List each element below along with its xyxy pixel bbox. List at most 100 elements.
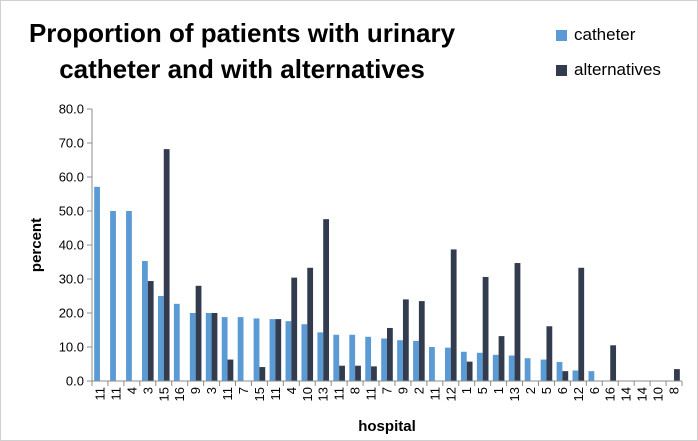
x-tick-label: 11 (364, 387, 379, 401)
bar-catheter-1 (110, 211, 116, 381)
bar-catheter-31 (588, 371, 595, 381)
x-tick-label: 4 (284, 387, 299, 394)
x-tick-label: 3 (140, 387, 155, 394)
bar-alternatives-22 (450, 249, 457, 381)
bar-catheter-26 (508, 355, 515, 381)
bar-alternatives-11 (275, 319, 282, 381)
bar-alternatives-16 (355, 365, 361, 381)
legend-swatch-catheter (556, 29, 567, 41)
bar-alternatives-25 (498, 336, 505, 381)
legend-label-catheter: catheter (574, 25, 636, 44)
bar-alternatives-26 (514, 263, 521, 381)
bar-catheter-11 (269, 319, 276, 381)
x-tick-label: 11 (427, 387, 442, 401)
bar-alternatives-20 (418, 301, 425, 381)
bar-alternatives-17 (371, 366, 377, 381)
bar-catheter-12 (285, 321, 292, 381)
bar-alternatives-29 (562, 371, 569, 381)
x-tick-labels: 11 11 4 3 15 16 9 3 11 7 15 11 4 10 13 11 8 11 7 9 2 11 12 1 5 1 1… (91, 381, 683, 401)
bar-catheter-29 (556, 361, 563, 381)
x-tick-label: 3 (204, 387, 219, 394)
bar-catheter-22 (444, 347, 451, 381)
bar-catheter-28 (540, 359, 547, 381)
y-tick-label: 40.0 (59, 238, 84, 253)
bar-catheter-13 (301, 324, 308, 381)
bar-catheter-2 (126, 211, 132, 381)
x-tick-label: 11 (220, 387, 235, 401)
y-tick-label: 30.0 (59, 272, 84, 287)
bar-alternatives-23 (466, 361, 473, 381)
x-tick-label: 11 (92, 387, 107, 401)
x-tick-label: 13 (507, 387, 522, 401)
x-tick-label: 2 (523, 387, 538, 394)
bar-alternatives-10 (259, 367, 266, 381)
x-tick-label: 10 (300, 387, 315, 401)
bar-catheter-9 (237, 317, 244, 381)
y-tick-label: 70.0 (59, 136, 84, 151)
y-tick-label: 50.0 (59, 204, 84, 219)
chart-title: Proportion of patients with urinary cath… (7, 15, 477, 87)
bar-catheter-18 (381, 338, 387, 381)
y-tick-label: 80.0 (59, 102, 84, 117)
x-tick-label: 15 (156, 387, 171, 401)
y-axis-title: percent (28, 218, 45, 272)
bar-catheter-3 (142, 260, 148, 381)
bar-alternatives-3 (147, 281, 154, 381)
x-tick-label: 11 (332, 387, 347, 401)
x-tick-label: 5 (539, 387, 554, 394)
bar-alternatives-14 (323, 219, 330, 381)
bar-alternatives-30 (578, 267, 585, 381)
bar-catheter-6 (189, 313, 196, 381)
y-tick-label: 20.0 (59, 306, 84, 321)
chart-title-line-2: catheter and with alternatives (59, 54, 425, 84)
bar-alternatives-28 (546, 326, 553, 381)
bar-catheter-0 (94, 186, 100, 381)
x-tick-label: 1 (459, 387, 474, 394)
legend-swatch-alternatives (556, 64, 567, 76)
x-axis-title: hospital (358, 418, 416, 435)
bar-catheter-16 (349, 334, 356, 381)
bar-alternatives-6 (195, 285, 202, 381)
x-tick-label: 11 (108, 387, 123, 401)
bar-catheter-7 (205, 313, 212, 381)
legend: catheter alternatives (556, 23, 661, 93)
bar-catheter-30 (572, 370, 579, 381)
chart-title-line-1: Proportion of patients with urinary (28, 18, 456, 48)
x-tick-label: 9 (188, 387, 203, 394)
bar-alternatives-7 (211, 313, 218, 381)
bar-alternatives-13 (307, 267, 314, 381)
x-tick-label: 6 (555, 387, 570, 394)
x-tick-label: 14 (619, 387, 634, 401)
x-tick-label: 15 (252, 387, 267, 401)
x-tick-label: 8 (667, 387, 682, 394)
x-tick-label: 16 (603, 387, 618, 401)
bar-alternatives-18 (387, 327, 393, 381)
x-tick-label: 8 (348, 387, 363, 394)
bar-catheter-15 (333, 334, 340, 381)
x-tick-label: 14 (635, 387, 650, 401)
x-tick-label: 7 (380, 387, 395, 394)
legend-item-alternatives: alternatives (556, 58, 661, 82)
x-tick-label: 2 (411, 387, 426, 394)
x-tick-label: 16 (172, 387, 187, 401)
x-tick-label: 7 (236, 387, 251, 394)
x-tick-label: 4 (124, 387, 139, 394)
x-tick-label: 5 (475, 387, 490, 394)
bar-catheter-20 (413, 340, 419, 381)
bar-catheter-5 (173, 303, 180, 381)
x-tick-label: 12 (571, 387, 586, 401)
x-tick-label: 1 (491, 387, 506, 394)
bar-catheter-25 (492, 354, 499, 381)
bar-catheter-23 (460, 351, 467, 381)
legend-label-alternatives: alternatives (574, 60, 661, 79)
x-tick-label: 13 (316, 387, 331, 401)
bar-alternatives-15 (339, 365, 345, 381)
bar-catheter-24 (476, 352, 483, 381)
bar-alternatives-8 (227, 359, 234, 381)
bar-alternatives-4 (163, 149, 170, 381)
x-tick-label: 9 (395, 387, 410, 394)
bar-alternatives-32 (610, 345, 617, 381)
bar-alternatives-24 (482, 276, 489, 381)
